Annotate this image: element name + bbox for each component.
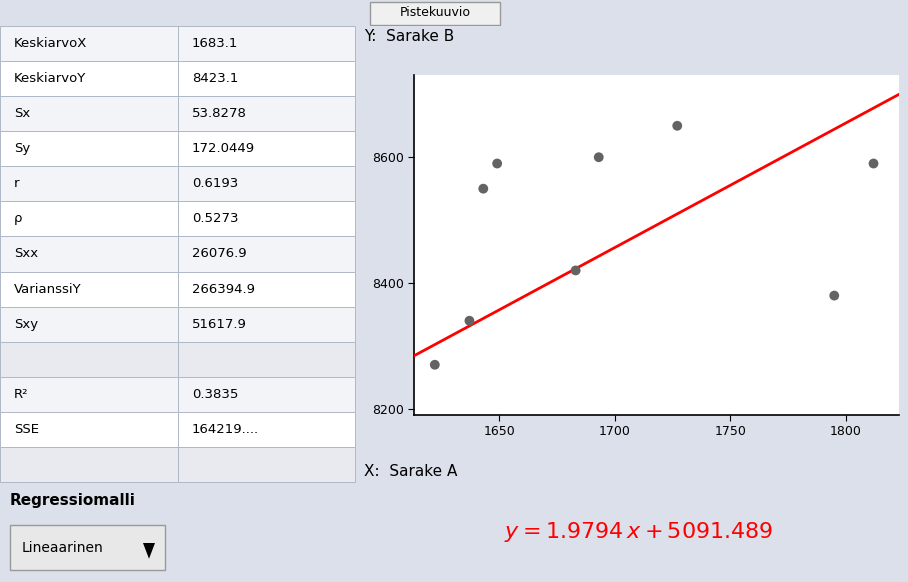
- Bar: [0, 412, 355, 447]
- Point: [585, 430, 599, 439]
- Text: 172.0449: 172.0449: [192, 142, 255, 155]
- Bar: [0, 377, 355, 412]
- Point: [670, 121, 685, 130]
- Text: KeskiarvoX: KeskiarvoX: [15, 37, 87, 50]
- Bar: [0, 61, 355, 96]
- Text: Lineaarinen: Lineaarinen: [22, 541, 104, 555]
- Point: [490, 159, 505, 168]
- Text: KeskiarvoY: KeskiarvoY: [15, 72, 86, 85]
- Bar: [10, 525, 165, 570]
- Text: Pistekuuvio: Pistekuuvio: [400, 6, 470, 19]
- Point: [591, 152, 606, 162]
- Text: 0.5273: 0.5273: [192, 212, 238, 225]
- Point: [827, 291, 842, 300]
- Text: R²: R²: [15, 388, 29, 401]
- Bar: [0, 166, 355, 201]
- Text: r: r: [15, 178, 20, 190]
- Text: ρ: ρ: [15, 212, 23, 225]
- Bar: [0, 307, 355, 342]
- Bar: [0, 201, 355, 236]
- Text: 26076.9: 26076.9: [192, 247, 246, 261]
- Point: [866, 159, 881, 168]
- Text: Sy: Sy: [15, 142, 31, 155]
- Point: [462, 316, 477, 325]
- Text: 266394.9: 266394.9: [192, 283, 255, 296]
- Text: 51617.9: 51617.9: [192, 318, 247, 331]
- Point: [568, 266, 583, 275]
- Bar: [0, 96, 355, 131]
- Bar: [0, 131, 355, 166]
- Bar: [0, 272, 355, 307]
- Text: X:  Sarake A: X: Sarake A: [364, 464, 458, 479]
- Text: Sxx: Sxx: [15, 247, 38, 261]
- Text: 0.6193: 0.6193: [192, 178, 238, 190]
- Text: $y = 1.9794\,x + 5091.489$: $y = 1.9794\,x + 5091.489$: [504, 520, 774, 544]
- Text: VarianssiY: VarianssiY: [15, 283, 82, 296]
- Point: [476, 184, 490, 193]
- Bar: [0, 447, 355, 482]
- Text: Sxy: Sxy: [15, 318, 38, 331]
- Text: 53.8278: 53.8278: [192, 107, 247, 120]
- Text: Regressiomalli: Regressiomalli: [10, 492, 136, 508]
- Text: 8423.1: 8423.1: [192, 72, 238, 85]
- Text: 1683.1: 1683.1: [192, 37, 238, 50]
- Polygon shape: [143, 543, 155, 559]
- Text: Sx: Sx: [15, 107, 31, 120]
- Text: Y:  Sarake B: Y: Sarake B: [364, 29, 454, 44]
- Text: 164219....: 164219....: [192, 423, 259, 436]
- Text: 0.3835: 0.3835: [192, 388, 238, 401]
- Bar: [0, 26, 355, 61]
- Bar: [0, 236, 355, 272]
- Bar: [0, 342, 355, 377]
- Text: SSE: SSE: [15, 423, 39, 436]
- Point: [428, 360, 442, 370]
- FancyBboxPatch shape: [370, 2, 500, 24]
